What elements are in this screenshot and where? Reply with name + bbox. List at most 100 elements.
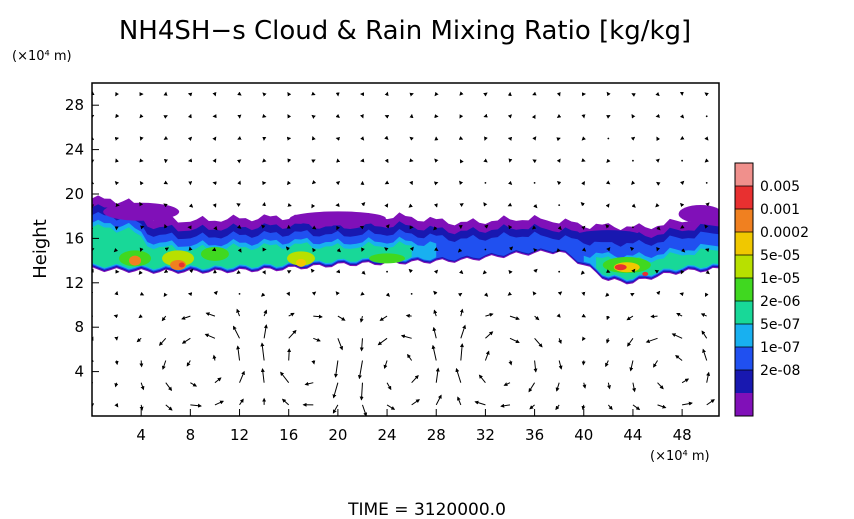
wind-vector xyxy=(410,293,413,295)
wind-vector xyxy=(681,159,684,162)
wind-vector xyxy=(581,136,586,141)
wind-vector xyxy=(528,382,536,393)
wind-vector xyxy=(534,315,540,321)
wind-vector xyxy=(459,91,464,96)
wind-vector xyxy=(529,404,535,410)
wind-vector xyxy=(558,270,561,273)
x-tick-label: 8 xyxy=(186,426,196,444)
wind-vector xyxy=(556,92,561,97)
wind-vector xyxy=(114,403,119,408)
wind-vector xyxy=(311,180,317,185)
x-tick-label: 16 xyxy=(279,426,298,444)
wind-vector xyxy=(483,158,488,163)
wind-vector xyxy=(332,382,339,399)
x-tick-label: 4 xyxy=(136,426,146,444)
wind-vector xyxy=(384,180,390,185)
x-tick-label: 12 xyxy=(230,426,249,444)
wind-vector xyxy=(304,381,314,386)
wind-vector xyxy=(187,113,192,119)
wind-vector xyxy=(336,248,342,253)
wind-vector xyxy=(459,180,464,186)
x-axis: 4 8 12 16 20 24 28 32 36 40 44 48 xyxy=(136,409,692,444)
wind-vector xyxy=(605,338,610,344)
time-label: TIME = 3120000.0 xyxy=(347,500,506,519)
wind-vector xyxy=(607,137,610,140)
x-tick-label: 44 xyxy=(623,426,642,444)
cloud-core xyxy=(287,251,315,266)
wind-vector xyxy=(359,338,364,352)
wind-vector xyxy=(263,324,268,339)
wind-vector xyxy=(311,114,316,119)
wind-vector xyxy=(507,180,513,186)
wind-vector xyxy=(384,135,389,140)
wind-vector xyxy=(333,360,339,378)
wind-vector xyxy=(361,247,365,252)
wind-vector xyxy=(261,224,266,229)
wind-vector xyxy=(482,270,487,275)
wind-vector xyxy=(680,224,685,229)
wind-vector xyxy=(214,400,224,406)
wind-vector xyxy=(379,315,388,321)
wind-vector xyxy=(114,360,119,366)
wind-vector xyxy=(287,91,292,97)
wind-vector xyxy=(606,247,611,252)
wind-vector xyxy=(657,382,664,390)
wind-vector xyxy=(557,291,563,296)
y-axis: 4 8 12 16 20 24 28 xyxy=(65,96,99,381)
wind-vector xyxy=(205,312,216,317)
wind-vector xyxy=(286,180,292,186)
wind-vector xyxy=(408,203,413,208)
wind-vector xyxy=(313,314,323,319)
wind-vector xyxy=(335,181,341,186)
colorbar-label: 0.001 xyxy=(760,202,800,218)
wind-vector xyxy=(680,202,685,208)
wind-vector xyxy=(139,113,144,119)
wind-vector xyxy=(161,360,167,370)
wind-vector xyxy=(385,292,390,297)
wind-vector xyxy=(459,269,464,275)
wind-vector xyxy=(581,404,586,411)
wind-vector xyxy=(580,202,585,207)
wind-vector xyxy=(459,343,464,361)
wind-vector xyxy=(580,270,585,275)
y-tick-label: 24 xyxy=(65,141,84,159)
x-tick-label: 24 xyxy=(378,426,397,444)
wind-vector xyxy=(411,374,419,384)
wind-vector xyxy=(161,315,167,322)
wind-vector xyxy=(626,315,634,321)
wind-vector xyxy=(336,225,340,231)
wind-vector xyxy=(533,268,538,273)
wind-vector xyxy=(657,404,667,409)
wind-vector xyxy=(139,247,144,252)
wind-vector xyxy=(335,113,340,119)
wind-vector xyxy=(532,91,537,96)
x-tick-label: 28 xyxy=(427,426,446,444)
wind-vector xyxy=(605,180,611,185)
colorbar-swatch xyxy=(735,209,753,233)
wind-vector xyxy=(386,270,388,273)
wind-vector xyxy=(165,404,173,411)
wind-vector xyxy=(262,158,267,163)
wind-vector xyxy=(706,371,711,383)
wind-vector xyxy=(361,404,368,416)
wind-vector xyxy=(359,382,364,401)
wind-vector xyxy=(631,180,636,185)
wind-vector xyxy=(459,114,464,119)
wind-vector xyxy=(533,182,536,184)
wind-vector xyxy=(237,136,242,140)
wind-vector xyxy=(555,382,560,392)
wind-vector xyxy=(507,202,513,207)
wind-vector xyxy=(460,324,466,339)
wind-vector xyxy=(582,382,587,389)
wind-vector xyxy=(605,292,610,297)
plot-frame xyxy=(91,82,720,417)
wind-vector xyxy=(213,290,218,296)
wind-vector xyxy=(434,91,439,97)
wind-vector xyxy=(675,355,683,361)
wind-vector xyxy=(605,224,610,229)
cloud-core xyxy=(614,264,627,271)
y-axis-label: Height xyxy=(30,219,51,279)
cloud-anvil xyxy=(289,211,386,226)
wind-vector xyxy=(704,136,709,141)
wind-vector xyxy=(262,270,266,275)
